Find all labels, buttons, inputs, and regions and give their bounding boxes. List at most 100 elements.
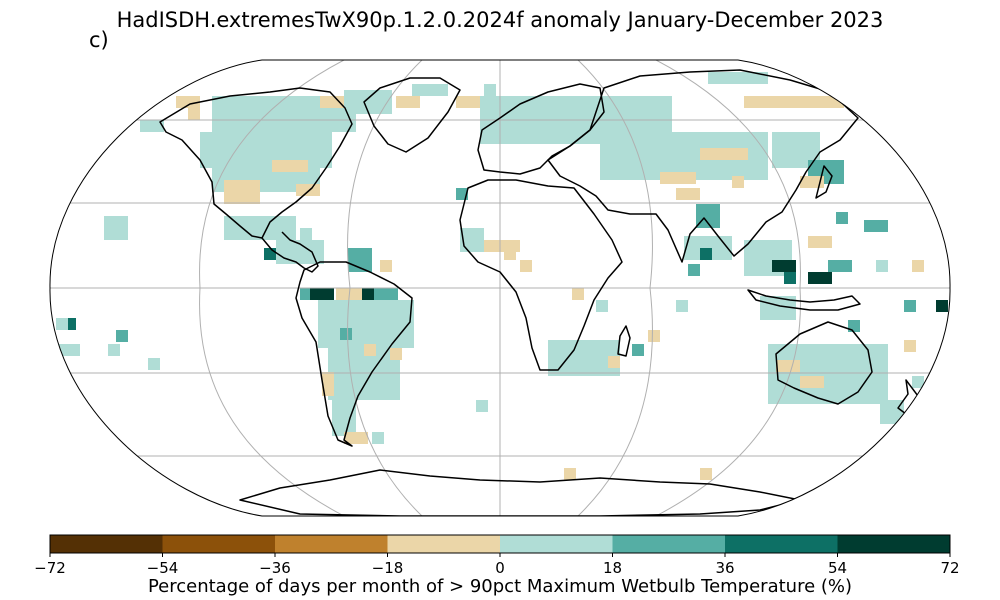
anomaly-cell [312, 252, 324, 264]
anomaly-cell [212, 108, 224, 120]
anomaly-cell [388, 364, 400, 376]
anomaly-cell [676, 188, 688, 200]
anomaly-cell [224, 144, 236, 156]
anomaly-cell [560, 340, 572, 352]
anomaly-cell [780, 240, 792, 252]
anomaly-cell [836, 212, 848, 224]
anomaly-cell [308, 144, 320, 156]
anomaly-cell [236, 192, 248, 204]
anomaly-cell [812, 176, 824, 188]
anomaly-cell [322, 288, 334, 300]
anomaly-cell [272, 144, 284, 156]
anomaly-cell [540, 96, 552, 108]
anomaly-cell [660, 144, 672, 156]
anomaly-cell [364, 376, 376, 388]
anomaly-cell [596, 340, 608, 352]
anomaly-cell [248, 192, 260, 204]
anomaly-cell [564, 96, 576, 108]
anomaly-cell [784, 132, 796, 144]
anomaly-cell [236, 156, 248, 168]
anomaly-cell [104, 216, 116, 228]
anomaly-cell [386, 288, 398, 300]
anomaly-cell [492, 96, 504, 108]
anomaly-cell [472, 228, 484, 240]
anomaly-cell [236, 168, 248, 180]
anomaly-cell [820, 160, 832, 172]
anomaly-cell [876, 356, 888, 368]
anomaly-cell [612, 168, 624, 180]
anomaly-cell [744, 252, 756, 264]
meridian-60w [347, 60, 423, 516]
anomaly-cell [820, 236, 832, 248]
anomaly-cell [364, 344, 376, 356]
colorbar-ticks: −72 −54 −36 −18 0 18 36 54 72 [34, 553, 960, 577]
anomaly-cell [636, 168, 648, 180]
anomaly-cell [660, 156, 672, 168]
anomaly-cell [504, 120, 516, 132]
anomaly-cell [768, 380, 780, 392]
anomaly-cell [772, 132, 784, 144]
anomaly-cell [612, 96, 624, 108]
anomaly-cell [312, 240, 324, 252]
anomaly-cell [380, 90, 392, 102]
colorbar-tick-label: −54 [147, 559, 179, 577]
anomaly-cell [636, 120, 648, 132]
anomaly-cell [236, 108, 248, 120]
anomaly-cell [676, 300, 688, 312]
anomaly-cell [296, 120, 308, 132]
anomaly-cell [212, 132, 224, 144]
anomaly-cell [540, 132, 552, 144]
meridian-120w [199, 60, 345, 516]
anomaly-cell [768, 344, 780, 356]
anomaly-cell [904, 340, 916, 352]
anomaly-cell [388, 376, 400, 388]
anomaly-cell [260, 132, 272, 144]
colorbar-bin [500, 535, 613, 553]
anomaly-cell [588, 96, 600, 108]
anomaly-cell [296, 144, 308, 156]
anomaly-cell [296, 160, 308, 172]
anomaly-cell [552, 132, 564, 144]
anomaly-cell [624, 168, 636, 180]
anomaly-cell [362, 288, 374, 300]
coast-australia [775, 321, 873, 405]
anomaly-cell [912, 376, 924, 388]
anomaly-cell [200, 132, 212, 144]
anomaly-cell [552, 108, 564, 120]
anomaly-cell [336, 288, 348, 300]
anomaly-cell [744, 168, 756, 180]
anomaly-cell [876, 380, 888, 392]
map-outline [49, 59, 951, 517]
anomaly-cell [612, 156, 624, 168]
anomaly-cell [736, 148, 748, 160]
anomaly-cell [784, 260, 796, 272]
anomaly-cell [366, 300, 378, 312]
anomaly-cell [472, 240, 484, 252]
anomaly-cell [596, 300, 608, 312]
anomaly-cell [224, 120, 236, 132]
map-gridlines [49, 60, 951, 516]
anomaly-cell [116, 228, 128, 240]
anomaly-cell [354, 300, 366, 312]
anomaly-cell [310, 288, 322, 300]
anomaly-cell [140, 120, 152, 132]
anomaly-cell [356, 432, 368, 444]
anomaly-cell [848, 320, 860, 332]
anomaly-cell [560, 352, 572, 364]
anomaly-cell [612, 144, 624, 156]
anomaly-cell [352, 376, 364, 388]
anomaly-cell [808, 236, 820, 248]
anomaly-cell [264, 248, 276, 260]
anomaly-cell [330, 324, 342, 336]
anomaly-cell [696, 132, 708, 144]
anomaly-cell [320, 96, 332, 108]
anomaly-cell [248, 132, 260, 144]
anomaly-cell [276, 240, 288, 252]
anomaly-cell [648, 132, 660, 144]
colorbar-bin [387, 535, 501, 553]
anomaly-cell [116, 216, 128, 228]
colorbar-tick-label: 36 [715, 559, 734, 577]
anomaly-cell [236, 228, 248, 240]
anomaly-cell [540, 120, 552, 132]
anomaly-cell [390, 312, 402, 324]
